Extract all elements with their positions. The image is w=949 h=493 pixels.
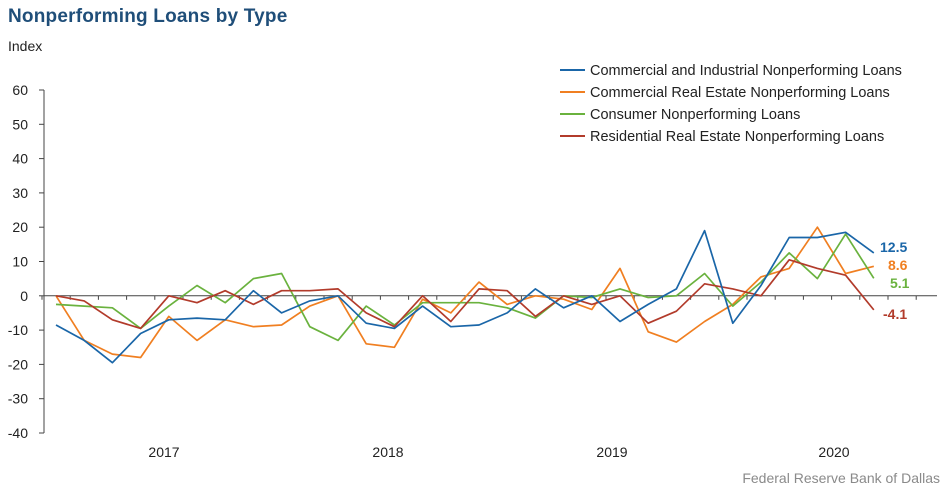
series-end-labels: 12.5 8.6 5.1 -4.1 — [880, 239, 910, 322]
y-tick-label: -30 — [8, 391, 28, 407]
y-tick-label: -40 — [8, 425, 28, 441]
legend-entry-label: Commercial and Industrial Nonperforming … — [590, 63, 902, 79]
series-end-label: -4.1 — [883, 306, 907, 322]
source-note: Federal Reserve Bank of Dallas — [742, 470, 940, 486]
legend-entry-label: Commercial Real Estate Nonperforming Loa… — [590, 85, 890, 101]
series-end-label: 12.5 — [880, 239, 907, 255]
y-axis-ticks: 60 50 40 30 20 10 0 -10 -20 -30 -40 — [8, 82, 44, 441]
y-tick-label: 50 — [12, 116, 28, 132]
series-line-2 — [55, 233, 875, 342]
series-end-label: 8.6 — [888, 257, 908, 273]
series-line-0 — [55, 229, 875, 364]
y-tick-label: 40 — [12, 151, 28, 167]
series-end-label: 5.1 — [890, 275, 910, 291]
series-line-3 — [55, 258, 875, 330]
legend-entry-label: Residential Real Estate Nonperforming Lo… — [590, 129, 884, 145]
x-axis-ticks: 2017 2018 2019 2020 — [41, 295, 917, 460]
y-tick-label: 30 — [12, 185, 28, 201]
y-tick-label: 10 — [12, 254, 28, 270]
legend: Commercial and Industrial Nonperforming … — [560, 63, 902, 145]
x-tick-label: 2020 — [818, 444, 849, 460]
y-tick-label: 20 — [12, 219, 28, 235]
x-tick-label: 2017 — [148, 444, 179, 460]
chart-title: Nonperforming Loans by Type — [8, 6, 288, 27]
x-tick-label: 2019 — [596, 444, 627, 460]
x-tick-label: 2018 — [372, 444, 403, 460]
y-tick-label: -20 — [8, 356, 28, 372]
y-tick-label: 0 — [20, 288, 28, 304]
y-tick-label: 60 — [12, 82, 28, 98]
series-lines — [55, 226, 875, 364]
legend-entry-label: Consumer Nonperforming Loans — [590, 107, 800, 123]
series-line-1 — [55, 226, 875, 359]
y-tick-label: -10 — [8, 322, 28, 338]
y-axis-unit-label: Index — [8, 38, 43, 54]
